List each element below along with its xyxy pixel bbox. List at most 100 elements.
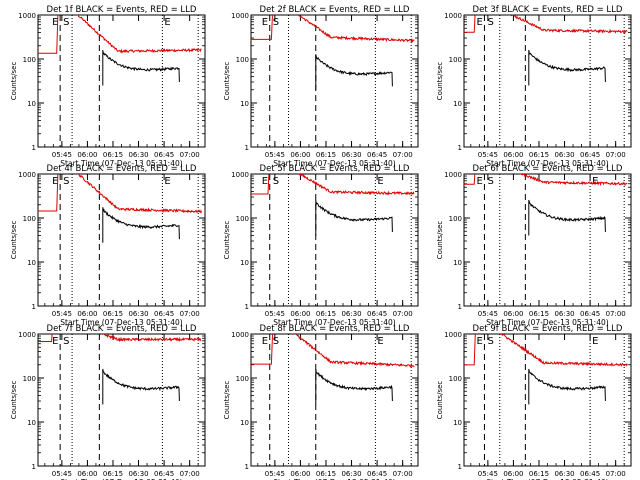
x-tick-label: 06:45 xyxy=(154,151,174,159)
y-tick-label: 10 xyxy=(453,100,462,108)
events-series-line xyxy=(528,49,606,86)
panel-title: Det 7f BLACK = Events, RED = LLD xyxy=(47,324,197,334)
x-tick-label: 06:30 xyxy=(341,151,361,159)
panel-4: Det 4f BLACK = Events, RED = LLD 1 10 100 10… xyxy=(10,164,206,327)
panel-9: Det 9f BLACK = Events, RED = LLD 1 10 100 10… xyxy=(436,324,632,480)
x-tick-label: 06:45 xyxy=(154,470,174,478)
segment-marker-s: S xyxy=(273,17,279,28)
x-axis-label: Start Time (07-Dec-13 05:31:40) xyxy=(60,478,182,480)
x-tick-label: 06:30 xyxy=(341,470,361,478)
y-tick-label: 1 xyxy=(458,303,462,311)
x-tick-label: 06:30 xyxy=(554,310,574,318)
x-tick-label: 06:15 xyxy=(529,151,549,159)
x-tick-label: 06:45 xyxy=(580,470,600,478)
y-tick-label: 1 xyxy=(32,144,36,152)
lld-series-line xyxy=(251,15,415,44)
x-tick-label: 06:30 xyxy=(341,310,361,318)
events-series-line xyxy=(315,368,393,405)
x-tick-label: 05:45 xyxy=(265,151,285,159)
lld-series-line xyxy=(464,174,628,187)
x-tick-label: 06:00 xyxy=(290,470,310,478)
x-axis-label: Start Time (07-Dec-13 05:31:40) xyxy=(273,478,395,480)
segment-marker-e: E xyxy=(262,17,268,28)
plot-frame xyxy=(250,173,419,307)
x-tick-label: 06:00 xyxy=(503,151,523,159)
y-tick-label: 100 xyxy=(236,375,249,383)
panel-title: Det 1f BLACK = Events, RED = LLD xyxy=(47,5,197,15)
x-tick-label: 07:00 xyxy=(393,151,413,159)
x-axis-label: Start Time (07-Dec-13 05:31:40) xyxy=(60,318,182,327)
y-axis-label: Counts/sec xyxy=(223,62,231,101)
segment-marker-s: S xyxy=(273,336,279,347)
y-tick-label: 1 xyxy=(245,144,249,152)
x-tick-label: 07:00 xyxy=(393,310,413,318)
segment-marker-e: E xyxy=(164,176,170,187)
x-tick-label: 06:30 xyxy=(554,151,574,159)
segment-marker-e: E xyxy=(164,17,170,28)
events-series-line xyxy=(315,54,393,90)
y-tick-label: 10 xyxy=(27,259,36,267)
x-tick-label: 06:00 xyxy=(503,310,523,318)
lld-series-line xyxy=(464,334,628,367)
plot-frame xyxy=(463,333,632,467)
y-tick-label: 1 xyxy=(32,303,36,311)
x-tick-label: 05:45 xyxy=(478,151,498,159)
x-axis-label: Start Time (07-Dec-13 05:31:40) xyxy=(273,318,395,327)
y-tick-label: 100 xyxy=(449,215,462,223)
y-tick-label: 10 xyxy=(240,100,249,108)
x-tick-label: 06:15 xyxy=(103,310,123,318)
segment-marker-e: E xyxy=(592,336,598,347)
lld-series-line xyxy=(251,334,415,368)
segment-marker-e: E xyxy=(262,176,268,187)
y-tick-label: 10 xyxy=(27,100,36,108)
plot-frame xyxy=(463,173,632,307)
y-tick-label: 1000 xyxy=(18,171,36,179)
events-series-line xyxy=(528,199,606,236)
x-tick-label: 06:30 xyxy=(128,470,148,478)
plot-frame xyxy=(250,14,419,148)
x-tick-label: 05:45 xyxy=(52,151,72,159)
y-tick-label: 1 xyxy=(245,463,249,471)
x-tick-label: 07:00 xyxy=(180,151,200,159)
y-tick-label: 10 xyxy=(27,419,36,427)
plot-frame xyxy=(463,14,632,148)
panel-title: Det 8f BLACK = Events, RED = LLD xyxy=(260,324,410,334)
plot-frame xyxy=(37,14,206,148)
x-tick-label: 06:00 xyxy=(77,470,97,478)
segment-marker-e: E xyxy=(52,176,58,187)
x-tick-label: 06:15 xyxy=(529,310,549,318)
segment-marker-s: S xyxy=(63,336,69,347)
panel-title: Det 5f BLACK = Events, RED = LLD xyxy=(260,164,410,174)
y-axis-label: Counts/sec xyxy=(10,62,18,101)
x-tick-label: 05:45 xyxy=(265,310,285,318)
y-axis-label: Counts/sec xyxy=(436,381,444,420)
y-tick-label: 10 xyxy=(240,419,249,427)
segment-marker-e: E xyxy=(377,336,383,347)
x-tick-label: 05:45 xyxy=(52,310,72,318)
x-tick-label: 06:15 xyxy=(103,151,123,159)
x-tick-label: 06:45 xyxy=(367,151,387,159)
panel-6: Det 6f BLACK = Events, RED = LLD 1 10 100 10… xyxy=(436,164,632,327)
panel-5: Det 5f BLACK = Events, RED = LLD 1 10 100 10… xyxy=(223,164,419,327)
segment-marker-s: S xyxy=(487,336,493,347)
x-tick-label: 06:00 xyxy=(503,470,523,478)
y-tick-label: 100 xyxy=(23,375,36,383)
segment-marker-e: E xyxy=(476,176,482,187)
segment-marker-s: S xyxy=(63,176,69,187)
segment-marker-e: E xyxy=(52,336,58,347)
panel-7: Det 7f BLACK = Events, RED = LLD 1 10 100 10… xyxy=(10,324,206,480)
y-axis-label: Counts/sec xyxy=(223,221,231,260)
y-tick-label: 10 xyxy=(240,259,249,267)
x-tick-label: 06:30 xyxy=(128,151,148,159)
segment-marker-s: S xyxy=(273,176,279,187)
lld-series-line xyxy=(464,15,628,35)
x-tick-label: 06:00 xyxy=(290,151,310,159)
y-axis-label: Counts/sec xyxy=(223,381,231,420)
plot-frame xyxy=(37,333,206,467)
x-tick-label: 06:00 xyxy=(290,310,310,318)
lld-series-line xyxy=(38,15,202,54)
x-tick-label: 06:00 xyxy=(77,151,97,159)
x-tick-label: 05:45 xyxy=(478,310,498,318)
x-tick-label: 06:45 xyxy=(154,310,174,318)
events-series-line xyxy=(528,368,606,405)
